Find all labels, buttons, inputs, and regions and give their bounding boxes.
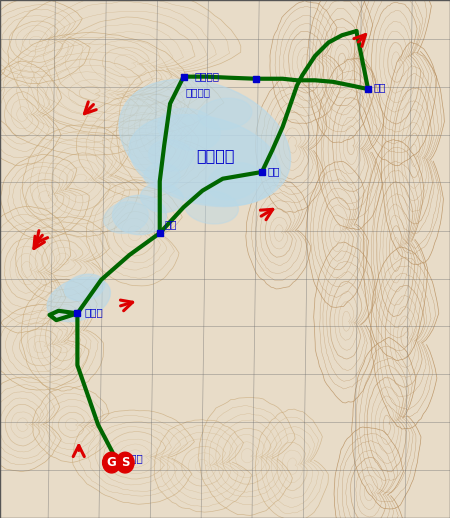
Ellipse shape [104, 202, 148, 234]
Text: ヨッピ橋: ヨッピ橋 [186, 87, 211, 97]
Text: 東電小屋: 東電小屋 [195, 71, 220, 81]
Ellipse shape [112, 195, 166, 235]
Ellipse shape [64, 274, 105, 301]
Ellipse shape [47, 277, 110, 322]
Text: G: G [107, 456, 117, 469]
Ellipse shape [198, 98, 252, 130]
Text: 龍宮: 龍宮 [267, 166, 280, 176]
Ellipse shape [158, 108, 220, 151]
Ellipse shape [207, 163, 261, 200]
Ellipse shape [140, 183, 184, 212]
Text: 尾瀬ヶ原: 尾瀬ヶ原 [196, 148, 234, 163]
Ellipse shape [119, 79, 291, 206]
Ellipse shape [144, 163, 180, 189]
Circle shape [116, 452, 134, 473]
Text: S: S [121, 456, 129, 469]
Ellipse shape [129, 114, 280, 207]
Text: 鳩待峠: 鳩待峠 [125, 453, 144, 464]
Text: 山の鼻: 山の鼻 [85, 307, 104, 318]
Text: 見晴: 見晴 [374, 82, 387, 92]
Circle shape [103, 452, 121, 473]
Ellipse shape [148, 140, 194, 171]
Ellipse shape [184, 191, 239, 224]
Text: 牛首: 牛首 [164, 219, 177, 229]
